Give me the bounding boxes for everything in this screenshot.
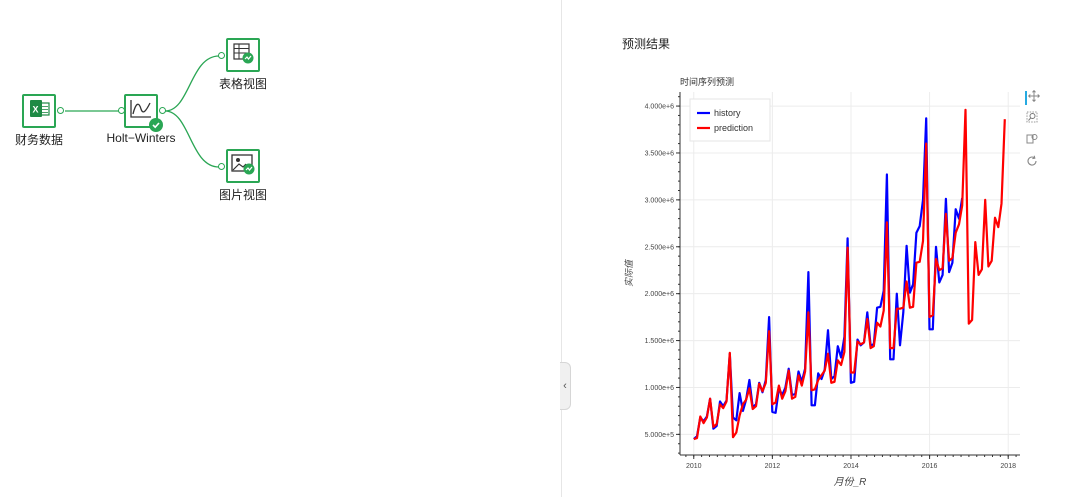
output-port[interactable] [159, 107, 166, 114]
workflow-canvas[interactable]: X 财务数据 Holt−Winters [0, 0, 562, 497]
panel-divider [561, 0, 562, 497]
workflow-connections [65, 55, 220, 168]
table-icon [231, 41, 255, 70]
y-tick-label: 2.500e+6 [645, 244, 674, 251]
zoom-icon [1026, 110, 1038, 128]
y-tick-label: 4.000e+6 [645, 104, 674, 111]
y-tick-label: 1.500e+6 [645, 338, 674, 345]
x-axis-label: 月份_R [834, 476, 867, 488]
input-port[interactable] [218, 52, 225, 59]
x-tick-label: 2018 [1000, 463, 1016, 470]
y-tick-label: 2.000e+6 [645, 291, 674, 298]
node-label-image-view: 图片视图 [218, 188, 268, 202]
y-axis-label: 实际值 [624, 258, 634, 287]
x-tick-label: 2014 [843, 463, 859, 470]
success-check-icon [149, 118, 163, 132]
node-label-table-view: 表格视图 [218, 77, 268, 91]
x-tick-label: 2012 [765, 463, 781, 470]
legend-label-history: history [714, 108, 741, 118]
series-line-prediction [693, 108, 1006, 441]
y-tick-label: 1.000e+6 [645, 385, 674, 392]
output-port[interactable] [57, 107, 64, 114]
y-tick-label: 3.500e+6 [645, 150, 674, 157]
legend-label-prediction: prediction [714, 123, 753, 133]
legend-box [689, 98, 771, 142]
node-finance-data[interactable]: X [22, 94, 56, 128]
box-zoom-tool-button[interactable] [1025, 110, 1039, 128]
image-icon [230, 152, 256, 181]
chevron-left-icon: ‹ [563, 380, 567, 392]
input-port[interactable] [218, 163, 225, 170]
chart-line-icon [128, 97, 154, 126]
excel-icon: X [27, 97, 51, 126]
node-label-finance-data: 财务数据 [14, 133, 64, 147]
node-label-holt-winters: Holt−Winters [106, 131, 176, 145]
series-line-history [693, 117, 964, 440]
reset-icon [1026, 154, 1038, 172]
x-tick-label: 2016 [922, 463, 938, 470]
y-tick-label: 5.000e+5 [645, 432, 674, 439]
x-tick-label: 2010 [686, 463, 702, 470]
chart-title: 时间序列预测 [680, 77, 735, 87]
node-table-view[interactable] [226, 38, 260, 72]
reset-tool-button[interactable] [1025, 154, 1039, 172]
node-image-view[interactable] [226, 149, 260, 183]
svg-text:X: X [33, 104, 39, 114]
forecast-chart[interactable]: 5.000e+5 1.000e+6 1.500e+6 2.000e+6 2.500e+6… [620, 80, 1040, 492]
save-icon [1026, 132, 1038, 150]
result-panel-title: 预测结果 [622, 37, 671, 51]
move-icon [1028, 89, 1040, 107]
collapse-panel-button[interactable]: ‹ [560, 362, 571, 410]
pan-tool-button[interactable] [1025, 89, 1041, 107]
save-tool-button[interactable] [1025, 134, 1039, 148]
y-tick-label: 3.000e+6 [645, 197, 674, 204]
